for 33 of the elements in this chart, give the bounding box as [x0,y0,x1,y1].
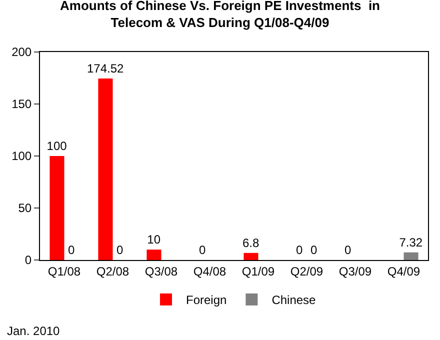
x-tick-label: Q2/08 [96,264,130,278]
data-label: 10 [147,232,161,247]
x-tick-label: Q1/09 [242,264,275,278]
data-label: 0 [344,243,352,257]
y-tick-label: 150 [12,97,32,112]
bar [98,78,113,260]
data-label: 100 [46,139,68,153]
y-tick-label: 0 [24,253,32,268]
x-tick-label: Q3/08 [144,264,178,278]
data-label: 0 [68,243,76,257]
data-label: 0 [116,243,124,257]
x-tick-label: Q2/09 [290,264,324,278]
y-tick-label: 50 [18,201,32,216]
data-label: 6.8 [242,236,260,250]
y-tick-label: 100 [12,149,32,164]
legend-label: Chinese [272,293,316,308]
x-tick-label: Q4/09 [387,264,420,278]
bar [50,156,64,260]
x-tick-label: Q4/08 [193,264,226,278]
legend-label: Foreign [186,293,227,308]
y-tick-label: 200 [12,45,32,60]
text: Jan. 2010 [7,324,60,338]
data-label: 7.32 [399,235,423,250]
data-label: 0 [198,243,206,257]
chart-title: Amounts of Chinese Vs. Foreign PE Investments in Telecom & VAS During Q1/08-Q4/09 [60,0,380,30]
bar [404,252,418,260]
x-tick-label: Q1/08 [48,264,81,278]
x-tick-label: Q3/09 [338,264,372,278]
bar [146,250,162,260]
bar [244,252,258,260]
data-label: 0 [310,243,318,257]
data-label: 174.52 [86,62,124,76]
data-label: 0 [296,243,303,257]
